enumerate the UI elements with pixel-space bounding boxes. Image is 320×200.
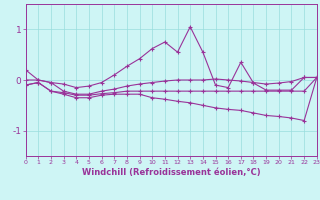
X-axis label: Windchill (Refroidissement éolien,°C): Windchill (Refroidissement éolien,°C) [82, 168, 260, 177]
